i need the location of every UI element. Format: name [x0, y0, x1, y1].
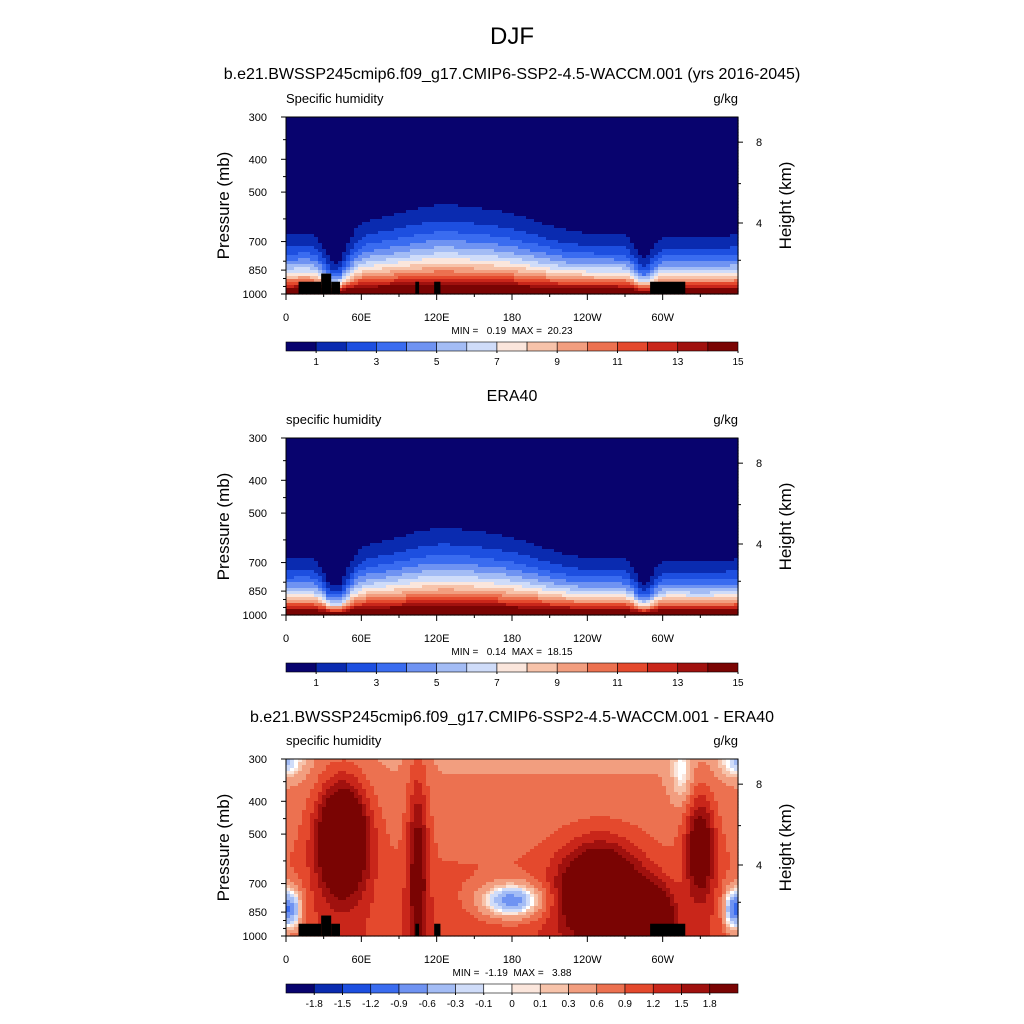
contour-field — [286, 117, 739, 295]
figure-title: DJF — [490, 23, 534, 50]
panel-units-label: g/kg — [713, 91, 738, 106]
figure-subtitle: b.e21.BWSSP245cmip6.f09_g17.CMIP6-SSP2-4… — [224, 66, 801, 83]
panel-left-label: Specific humidity — [286, 91, 384, 106]
panel-1: Specific humidity g/kg3004005007008501000… — [214, 91, 795, 368]
